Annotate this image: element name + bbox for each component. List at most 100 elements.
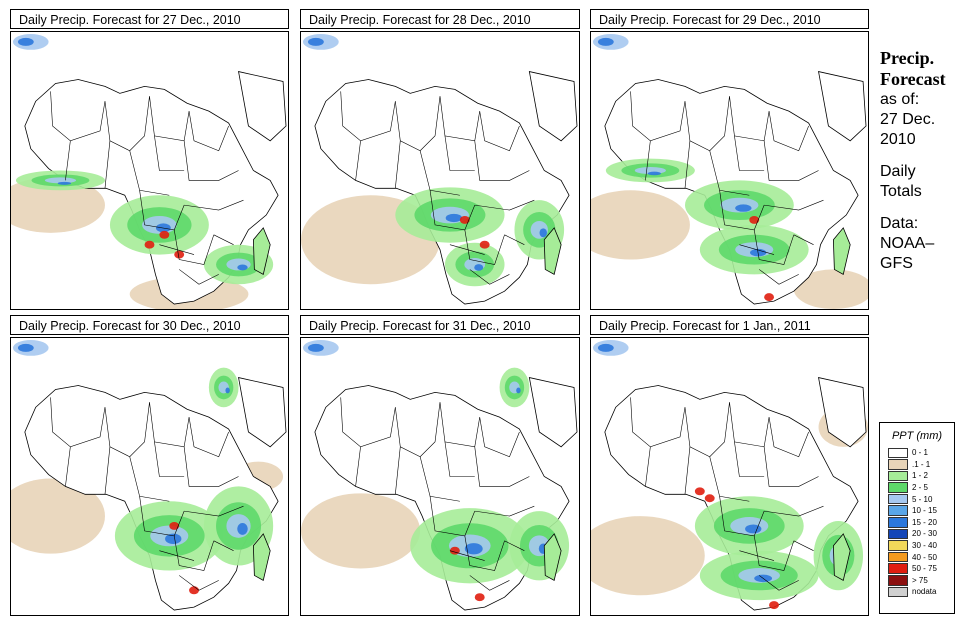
legend-label: .1 - 1	[912, 459, 931, 469]
rain-area	[307, 37, 324, 46]
rain-area	[17, 37, 34, 46]
country-border	[709, 456, 750, 502]
country-border	[764, 199, 824, 211]
heavy-rain	[479, 240, 490, 249]
country-border	[419, 456, 460, 502]
rain-area	[745, 524, 762, 534]
madagascar-outline	[832, 533, 851, 581]
legend-item: 0 - 1	[880, 447, 954, 459]
precip-map	[300, 337, 580, 616]
arabia-outline	[238, 71, 287, 142]
country-border	[439, 96, 481, 142]
country-border	[154, 135, 185, 171]
country-border	[139, 496, 185, 537]
panel-title: Daily Precip. Forecast for 27 Dec., 2010	[10, 9, 289, 29]
country-border	[474, 199, 535, 211]
heavy-rain	[474, 593, 485, 602]
country-border	[213, 234, 234, 245]
rain-area	[237, 264, 248, 271]
panel-title: Daily Precip. Forecast for 28 Dec., 2010	[300, 9, 580, 29]
country-border	[183, 446, 239, 487]
legend-item: 15 - 20	[880, 517, 954, 529]
heavy-rain	[169, 522, 180, 530]
heavy-rain	[764, 293, 775, 302]
madagascar-outline	[543, 227, 562, 275]
country-border	[104, 446, 111, 495]
rain-area	[474, 264, 484, 271]
rain-area	[225, 387, 230, 394]
heavy-rain	[449, 546, 460, 555]
country-border	[395, 446, 401, 495]
country-border	[739, 550, 775, 561]
panel-title: Daily Precip. Forecast for 29 Dec., 2010	[590, 9, 869, 29]
country-border	[355, 446, 361, 487]
rain-area	[44, 177, 77, 184]
legend-swatch	[888, 540, 908, 551]
country-border	[188, 111, 229, 152]
country-border	[793, 234, 814, 245]
country-border	[65, 446, 71, 487]
country-border	[355, 140, 361, 181]
country-border	[479, 417, 520, 458]
country-border	[179, 269, 219, 285]
legend-label: 20 - 30	[912, 529, 937, 539]
country-border	[340, 91, 396, 142]
country-border	[759, 575, 799, 591]
country-border	[129, 456, 170, 502]
country-border	[645, 446, 651, 487]
country-border	[753, 535, 795, 571]
arabia-outline	[238, 377, 287, 448]
country-border	[149, 402, 190, 448]
country-border	[474, 446, 530, 487]
data-source-line2: NOAA–	[880, 235, 935, 252]
legend-swatch	[888, 575, 908, 586]
country-border	[719, 190, 765, 231]
legend-swatch	[888, 505, 908, 517]
country-border	[188, 417, 229, 458]
country-border	[429, 190, 476, 231]
asof-year: 2010	[880, 131, 916, 148]
country-border	[464, 535, 505, 571]
country-border	[104, 140, 111, 189]
sidebar-title-line1: Precip.	[880, 48, 935, 68]
legend-label: 15 - 20	[912, 517, 937, 527]
heavy-rain	[174, 250, 185, 259]
asof-date: 27 Dec.	[880, 111, 936, 128]
totals-line2: Totals	[880, 183, 922, 200]
heavy-rain	[189, 586, 199, 595]
country-border	[154, 441, 185, 477]
rain-area	[647, 171, 661, 176]
country-border	[734, 441, 765, 477]
country-border	[709, 150, 750, 196]
precip-map	[590, 31, 869, 310]
country-border	[729, 402, 770, 448]
country-border	[474, 140, 530, 181]
madagascar-outline	[252, 227, 271, 275]
country-border	[768, 111, 809, 152]
rain-area	[539, 228, 547, 238]
country-border	[684, 446, 691, 495]
asof-label: as of:	[880, 91, 920, 108]
dry-area	[301, 493, 421, 569]
country-border	[65, 140, 71, 181]
country-border	[395, 96, 441, 152]
legend-swatch	[888, 551, 908, 563]
country-border	[469, 575, 510, 591]
country-border	[173, 535, 215, 571]
rain-area	[57, 181, 72, 185]
country-border	[213, 540, 234, 551]
rain-area	[237, 522, 248, 535]
legend-swatch	[888, 528, 908, 540]
rain-area	[445, 213, 463, 223]
legend-item: 5 - 10	[880, 493, 954, 505]
country-border	[645, 140, 651, 181]
country-border	[684, 96, 730, 152]
heavy-rain	[144, 240, 155, 249]
panel-title: Daily Precip. Forecast for 31 Dec., 2010	[300, 315, 580, 335]
country-border	[439, 402, 481, 448]
rain-area	[165, 533, 182, 545]
precip-map	[300, 31, 580, 310]
legend-item: 2 - 5	[880, 482, 954, 494]
legend-label: 5 - 10	[912, 494, 933, 504]
legend-label: 2 - 5	[912, 483, 929, 493]
